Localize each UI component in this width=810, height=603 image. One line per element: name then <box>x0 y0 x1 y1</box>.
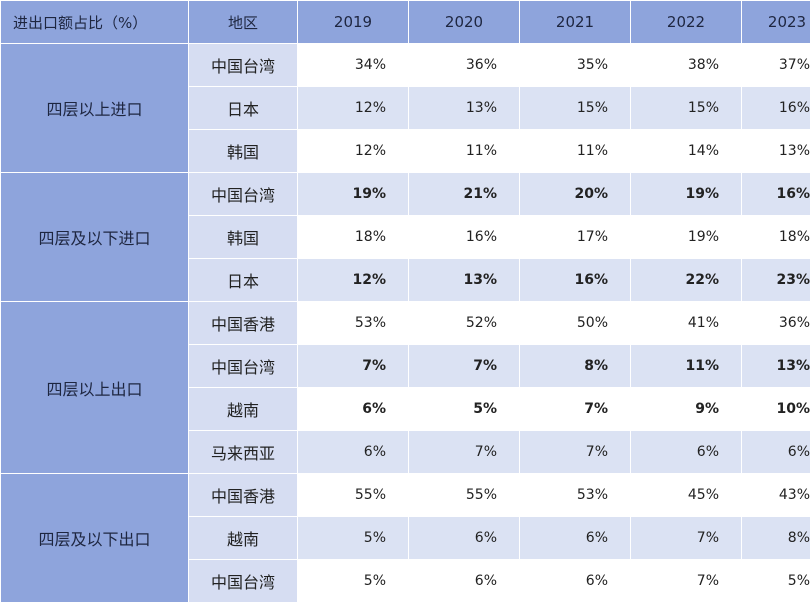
group-label: 四层以上进口 <box>1 44 189 173</box>
region-cell: 中国香港 <box>189 474 298 517</box>
value-cell: 23% <box>742 259 810 302</box>
value-cell: 12% <box>298 259 409 302</box>
value-cell: 53% <box>298 302 409 345</box>
value-cell: 22% <box>631 259 742 302</box>
table-header-row: 进出口额占比（%） 地区 2019 2020 2021 2022 2023 <box>1 1 810 44</box>
value-cell: 19% <box>631 216 742 259</box>
value-cell: 7% <box>631 517 742 560</box>
value-cell: 16% <box>409 216 520 259</box>
header-region: 地区 <box>189 1 298 44</box>
region-cell: 越南 <box>189 388 298 431</box>
header-year: 2020 <box>409 1 520 44</box>
value-cell: 13% <box>409 259 520 302</box>
value-cell: 18% <box>298 216 409 259</box>
value-cell: 15% <box>520 87 631 130</box>
value-cell: 36% <box>409 44 520 87</box>
value-cell: 16% <box>742 87 810 130</box>
value-cell: 8% <box>520 345 631 388</box>
value-cell: 6% <box>631 431 742 474</box>
value-cell: 14% <box>631 130 742 173</box>
value-cell: 10% <box>742 388 810 431</box>
value-cell: 13% <box>409 87 520 130</box>
value-cell: 6% <box>520 517 631 560</box>
header-year: 2019 <box>298 1 409 44</box>
value-cell: 17% <box>520 216 631 259</box>
group-label: 四层及以下进口 <box>1 173 189 302</box>
value-cell: 21% <box>409 173 520 216</box>
value-cell: 6% <box>520 560 631 603</box>
value-cell: 18% <box>742 216 810 259</box>
value-cell: 12% <box>298 130 409 173</box>
value-cell: 8% <box>742 517 810 560</box>
value-cell: 6% <box>298 431 409 474</box>
value-cell: 7% <box>631 560 742 603</box>
value-cell: 20% <box>520 173 631 216</box>
region-cell: 中国香港 <box>189 302 298 345</box>
value-cell: 6% <box>298 388 409 431</box>
region-cell: 中国台湾 <box>189 44 298 87</box>
value-cell: 6% <box>409 560 520 603</box>
value-cell: 7% <box>520 388 631 431</box>
value-cell: 13% <box>742 345 810 388</box>
region-cell: 中国台湾 <box>189 345 298 388</box>
value-cell: 5% <box>298 517 409 560</box>
value-cell: 38% <box>631 44 742 87</box>
region-cell: 日本 <box>189 87 298 130</box>
value-cell: 35% <box>520 44 631 87</box>
value-cell: 55% <box>409 474 520 517</box>
value-cell: 6% <box>742 431 810 474</box>
value-cell: 13% <box>742 130 810 173</box>
value-cell: 37% <box>742 44 810 87</box>
value-cell: 53% <box>520 474 631 517</box>
value-cell: 5% <box>298 560 409 603</box>
header-year: 2021 <box>520 1 631 44</box>
region-cell: 马来西亚 <box>189 431 298 474</box>
value-cell: 19% <box>631 173 742 216</box>
value-cell: 55% <box>298 474 409 517</box>
value-cell: 36% <box>742 302 810 345</box>
value-cell: 5% <box>742 560 810 603</box>
value-cell: 7% <box>298 345 409 388</box>
value-cell: 16% <box>742 173 810 216</box>
region-cell: 越南 <box>189 517 298 560</box>
value-cell: 34% <box>298 44 409 87</box>
value-cell: 45% <box>631 474 742 517</box>
header-year: 2023 <box>742 1 810 44</box>
region-cell: 中国台湾 <box>189 560 298 603</box>
value-cell: 16% <box>520 259 631 302</box>
value-cell: 9% <box>631 388 742 431</box>
group-label: 四层及以下出口 <box>1 474 189 603</box>
value-cell: 11% <box>631 345 742 388</box>
region-cell: 韩国 <box>189 216 298 259</box>
value-cell: 50% <box>520 302 631 345</box>
value-cell: 43% <box>742 474 810 517</box>
header-metric: 进出口额占比（%） <box>1 1 189 44</box>
value-cell: 15% <box>631 87 742 130</box>
value-cell: 19% <box>298 173 409 216</box>
value-cell: 7% <box>520 431 631 474</box>
value-cell: 11% <box>409 130 520 173</box>
region-cell: 中国台湾 <box>189 173 298 216</box>
value-cell: 7% <box>409 345 520 388</box>
value-cell: 11% <box>520 130 631 173</box>
value-cell: 5% <box>409 388 520 431</box>
region-cell: 韩国 <box>189 130 298 173</box>
group-label: 四层以上出口 <box>1 302 189 474</box>
value-cell: 41% <box>631 302 742 345</box>
header-year: 2022 <box>631 1 742 44</box>
value-cell: 12% <box>298 87 409 130</box>
value-cell: 52% <box>409 302 520 345</box>
value-cell: 6% <box>409 517 520 560</box>
region-cell: 日本 <box>189 259 298 302</box>
value-cell: 7% <box>409 431 520 474</box>
